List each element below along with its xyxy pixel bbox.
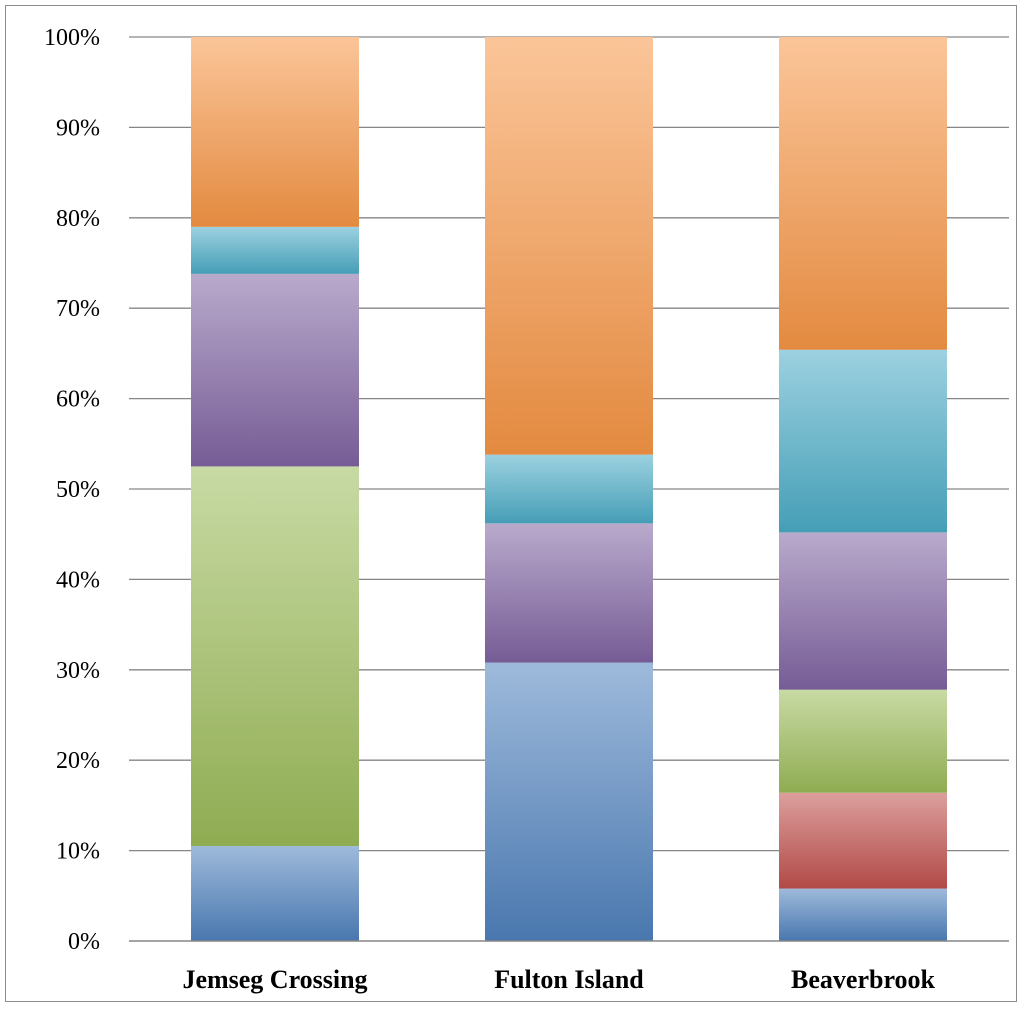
y-tick-label: 50% bbox=[56, 477, 100, 503]
y-tick-label: 0% bbox=[68, 929, 100, 955]
y-tick-label: 40% bbox=[56, 567, 100, 593]
bar-segment bbox=[779, 532, 947, 690]
bar-segment bbox=[191, 846, 359, 941]
y-axis-tick-labels: 0% 10% 20% 30% 40% 50% 60% 70% 80% 90% 100% bbox=[44, 25, 100, 955]
bar-segment bbox=[779, 792, 947, 889]
x-category-label: Beaverbrook bbox=[791, 965, 935, 994]
y-tick-label: 100% bbox=[44, 25, 100, 51]
x-category-label: Fulton Island bbox=[494, 965, 644, 994]
bar-segment bbox=[191, 37, 359, 227]
y-tick-label: 70% bbox=[56, 296, 100, 322]
stacked-bar-chart: 0% 10% 20% 30% 40% 50% 60% 70% 80% 90% 100% Jemseg… bbox=[44, 25, 1009, 994]
bar-segment bbox=[485, 523, 653, 663]
chart-frame: 0% 10% 20% 30% 40% 50% 60% 70% 80% 90% 100% Jemseg… bbox=[5, 5, 1017, 1002]
y-tick-label: 20% bbox=[56, 748, 100, 774]
y-tick-label: 60% bbox=[56, 387, 100, 413]
bar-segment bbox=[191, 466, 359, 847]
x-category-label: Jemseg Crossing bbox=[182, 965, 367, 994]
bar-segment bbox=[191, 226, 359, 274]
bar-segment bbox=[779, 349, 947, 533]
bar-segment bbox=[485, 662, 653, 941]
bar-segment bbox=[779, 689, 947, 793]
y-tick-label: 10% bbox=[56, 839, 100, 865]
bar-segment bbox=[779, 888, 947, 941]
y-tick-label: 90% bbox=[56, 115, 100, 141]
y-tick-label: 30% bbox=[56, 658, 100, 684]
bar-segment bbox=[485, 37, 653, 455]
bar-segment bbox=[191, 273, 359, 467]
bar-segment bbox=[485, 454, 653, 524]
y-tick-label: 80% bbox=[56, 206, 100, 232]
bar-segment bbox=[779, 37, 947, 350]
bars bbox=[191, 37, 947, 941]
x-axis-category-labels: Jemseg Crossing Fulton Island Beaverbrook bbox=[182, 965, 935, 994]
